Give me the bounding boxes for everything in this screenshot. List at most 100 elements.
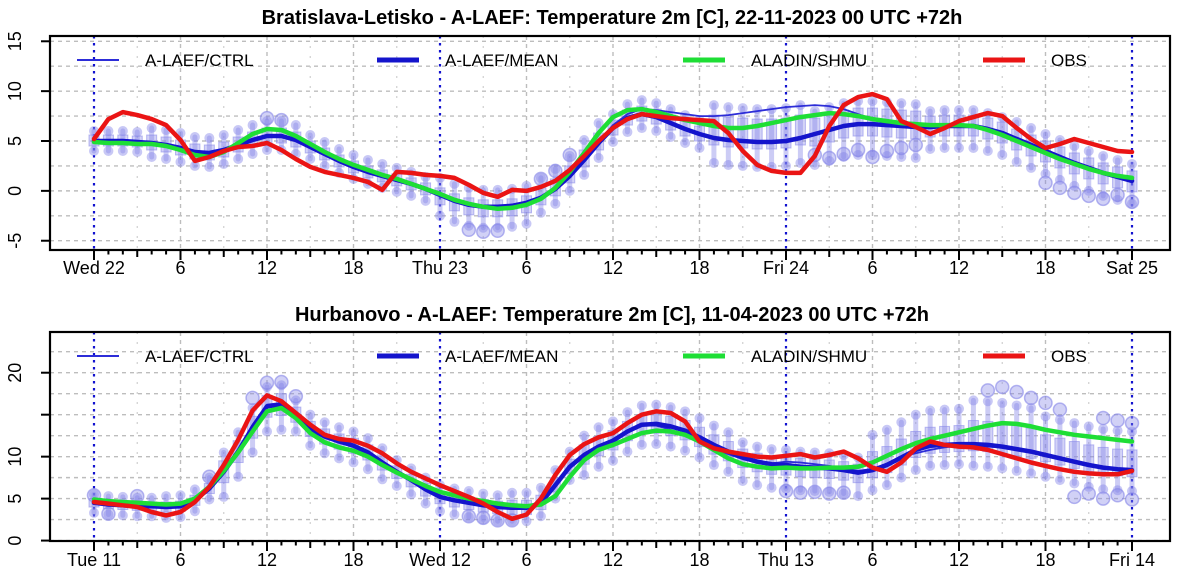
ensemble-outlier-dot — [1067, 489, 1082, 505]
ensemble-min-dot — [781, 483, 791, 494]
ensemble-outlier-dot — [822, 150, 837, 166]
x-label: 12 — [949, 258, 969, 278]
x-label-day: Fri 14 — [1109, 550, 1155, 570]
ensemble-min-dot — [406, 190, 417, 201]
ensemble-min-dot — [319, 160, 330, 171]
ensemble-min-dot — [507, 221, 518, 232]
ensemble-max-dot — [117, 126, 128, 137]
ensemble-min-dot — [218, 158, 229, 169]
ensemble-outlier-dot — [1038, 175, 1053, 191]
ensemble-max-dot — [954, 105, 964, 116]
ensemble-min-dot — [449, 509, 460, 520]
ensemble-max-dot — [535, 172, 546, 183]
ensemble-outlier-dot — [894, 140, 909, 156]
x-label: 18 — [343, 550, 363, 570]
ensemble-max-dot — [636, 95, 647, 106]
ensemble-max-dot — [824, 102, 835, 113]
ensemble-outlier-dot — [274, 112, 289, 128]
ensemble-min-dot — [968, 142, 979, 153]
ensemble-max-dot — [89, 489, 99, 500]
ensemble-max-dot — [117, 491, 128, 502]
ensemble-outlier-dot — [1095, 491, 1111, 506]
ensemble-max-dot — [651, 399, 662, 410]
ensemble-outlier-dot — [101, 506, 116, 521]
x-axis-ticks — [93, 541, 1133, 551]
x-label-day: Wed 12 — [409, 550, 471, 570]
legend-label: A-LAEF/CTRL — [145, 347, 254, 366]
ensemble-min-dot — [233, 471, 244, 482]
ensemble-max-dot — [925, 405, 936, 416]
ensemble-max-dot — [939, 404, 950, 415]
ensemble-max-dot — [204, 133, 215, 144]
ensemble-max-dot — [896, 417, 907, 428]
ensemble-outlier-dot — [548, 163, 563, 179]
ensemble-max-dot — [1011, 400, 1022, 411]
ensemble-max-dot — [218, 447, 229, 458]
x-label-day: Thu 23 — [412, 258, 468, 278]
ensemble-min-dot — [636, 123, 647, 134]
ensemble-max-dot — [218, 130, 229, 141]
ensemble-max-dot — [478, 488, 489, 499]
legend-label: OBS — [1051, 51, 1087, 70]
ensemble-outlier-dot — [1067, 185, 1082, 201]
ensemble-max-dot — [636, 400, 647, 411]
ensemble-min-dot — [723, 159, 734, 170]
ensemble-outlier-dot — [1009, 384, 1024, 400]
ensemble-min-dot — [334, 453, 345, 464]
ensemble-max-dot — [954, 403, 964, 414]
ensemble-max-dot — [982, 396, 993, 407]
ensemble-min-dot — [290, 426, 301, 437]
ensemble-max-dot — [1112, 425, 1123, 436]
ensemble-min-dot — [247, 148, 258, 159]
ensemble-max-dot — [334, 422, 345, 433]
ensemble-min-dot — [204, 494, 215, 505]
ensemble-min-dot — [1040, 471, 1051, 482]
legend-label: A-LAEF/CTRL — [145, 51, 254, 70]
ensemble-outlier-dot — [562, 147, 577, 163]
ensemble-max-dot — [377, 158, 388, 169]
chart-title-bratislava: Bratislava-Letisko - A-LAEF: Temperature… — [262, 7, 963, 29]
x-label-day: Sat 25 — [1106, 258, 1158, 278]
ensemble-min-dot — [622, 127, 633, 138]
ensemble-max-dot — [492, 490, 503, 501]
x-label: 12 — [257, 550, 277, 570]
ensemble-min-dot — [391, 186, 402, 197]
ensemble-min-dot — [982, 461, 993, 472]
ensemble-outlier-dot — [1110, 187, 1125, 203]
x-label: 18 — [1035, 550, 1055, 570]
ensemble-min-dot — [824, 486, 835, 497]
ensemble-max-dot — [1069, 418, 1080, 429]
legend-label: A-LAEF/MEAN — [445, 347, 558, 366]
ensemble-box — [1040, 434, 1051, 463]
y-label: 5 — [5, 136, 25, 146]
ensemble-min-dot — [305, 440, 316, 451]
ensemble-min-dot — [680, 138, 691, 148]
series-mean — [91, 402, 1135, 511]
vertical-gridlines — [92, 332, 1134, 541]
ensemble-min-dot — [838, 488, 849, 499]
ensemble-outlier-dot — [1038, 395, 1053, 411]
ensemble-max-dot — [290, 120, 301, 131]
ensemble-min-dot — [1011, 465, 1022, 476]
ensemble-min-dot — [651, 126, 662, 137]
ensemble-min-dot — [997, 149, 1008, 160]
ensemble-min-dot — [809, 486, 820, 497]
ensemble-max-dot — [1026, 402, 1037, 413]
ensemble-min-dot — [103, 509, 114, 520]
y-label: 20 — [5, 363, 25, 383]
ensemble-box — [766, 118, 778, 150]
ensemble-min-dot — [737, 475, 748, 486]
ensemble-min-dot — [896, 472, 907, 483]
ensemble-max-dot — [1026, 123, 1037, 134]
ensemble-min-dot — [997, 463, 1008, 474]
ensemble-outlier-dot — [288, 388, 304, 404]
ensemble-max-dot — [665, 402, 676, 413]
ensemble-min-dot — [117, 510, 128, 521]
x-label: 18 — [689, 550, 709, 570]
ensemble-min-dot — [939, 460, 950, 471]
ensemble-max-dot — [1040, 411, 1051, 422]
ensemble-min-dot — [204, 161, 215, 172]
vertical-gridlines — [92, 36, 1134, 250]
ensemble-max-dot — [910, 99, 921, 110]
